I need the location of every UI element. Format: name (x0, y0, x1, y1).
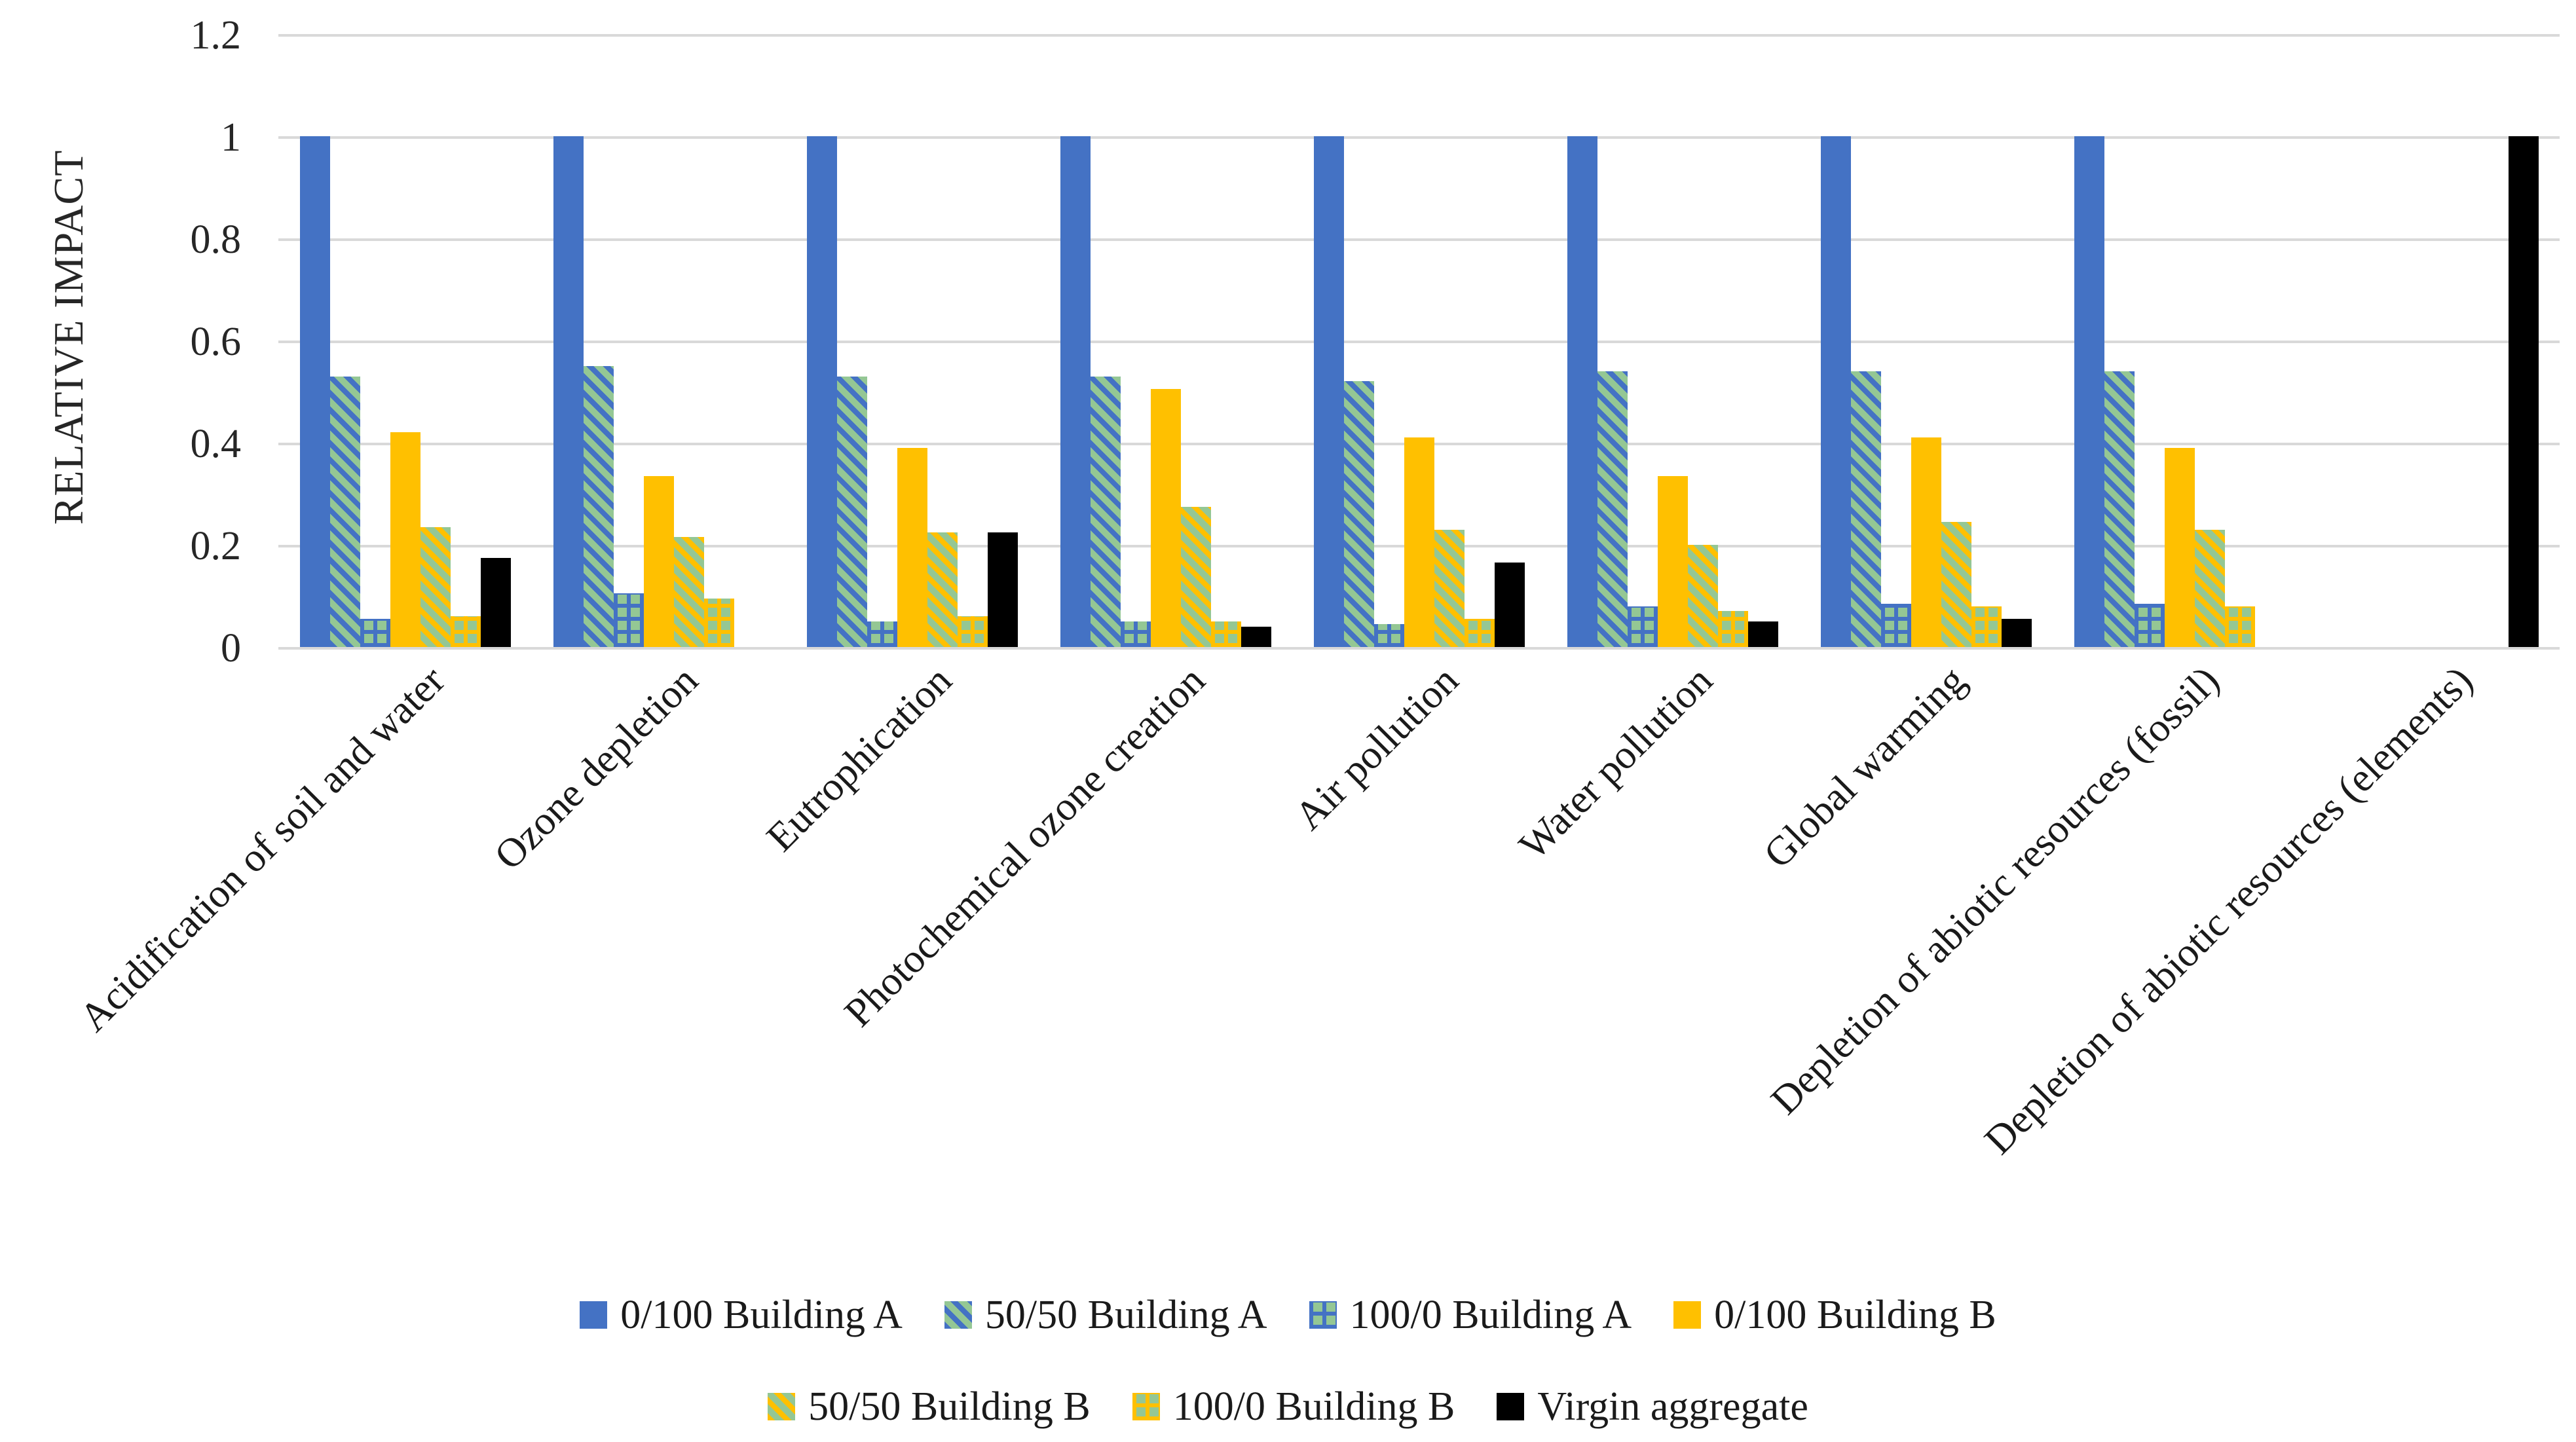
legend-label: 100/0 Building B (1172, 1384, 1455, 1429)
gridline (278, 341, 2560, 343)
legend-item: 100/0 Building B (1132, 1383, 1455, 1430)
bar-series-6-category-5 (1464, 619, 1495, 647)
legend-item: 100/0 Building A (1309, 1291, 1632, 1339)
legend-item: 0/100 Building A (580, 1291, 903, 1339)
legend-swatch-icon (768, 1393, 796, 1420)
y-tick-label: 0.6 (190, 320, 242, 364)
bar-series-5-category-5 (1434, 529, 1465, 647)
gridline (278, 238, 2560, 241)
y-tick-label: 0 (221, 626, 241, 671)
bar-series-4-category-8 (2164, 447, 2195, 647)
bar-series-3-category-3 (867, 621, 897, 647)
bar-series-7-category-3 (987, 532, 1018, 647)
y-tick-label: 0.2 (190, 524, 242, 568)
bar-series-5-category-3 (927, 532, 958, 647)
bar-series-5-category-6 (1687, 545, 1718, 647)
bar-series-4-category-3 (897, 447, 927, 647)
bar-series-3-category-4 (1120, 621, 1151, 647)
bar-series-2-category-2 (583, 366, 614, 647)
bar-series-1-category-1 (299, 136, 330, 647)
bar-series-6-category-7 (1971, 606, 2002, 647)
gridline (278, 647, 2560, 650)
bar-series-6-category-6 (1717, 611, 1748, 647)
bar-series-3-category-7 (1880, 603, 1911, 647)
bar-series-2-category-8 (2104, 371, 2135, 647)
bar-series-5-category-4 (1180, 506, 1211, 647)
bar-series-7-category-5 (1494, 563, 1525, 647)
legend-label: 100/0 Building A (1349, 1293, 1632, 1337)
bar-series-4-category-2 (643, 475, 674, 647)
category-label: Ozone depletion (486, 657, 707, 879)
bar-series-3-category-5 (1373, 623, 1404, 647)
bar-series-3-category-6 (1627, 606, 1658, 647)
bar-series-1-category-8 (2074, 136, 2104, 647)
category-label: Acidification of soil and water (71, 657, 454, 1041)
bar-series-5-category-1 (420, 527, 451, 647)
legend-item: 50/50 Building A (944, 1291, 1267, 1339)
bar-series-6-category-4 (1210, 621, 1241, 647)
bar-series-3-category-1 (360, 619, 390, 647)
legend-swatch-icon (1132, 1393, 1160, 1420)
legend-label: 50/50 Building A (984, 1293, 1267, 1337)
bar-series-7-category-9 (2508, 136, 2539, 647)
category-label: Global warming (1755, 657, 1975, 877)
legend-row-1: 0/100 Building A 50/50 Building A 100/0 Bu… (0, 1291, 2576, 1339)
legend-swatch-icon (1673, 1301, 1702, 1329)
bar-series-2-category-1 (329, 376, 360, 647)
gridline (278, 34, 2560, 37)
gridline (278, 136, 2560, 139)
bar-series-4-category-7 (1911, 437, 1941, 647)
bar-series-4-category-4 (1150, 389, 1181, 647)
bar-series-2-category-4 (1090, 376, 1121, 647)
bar-series-1-category-4 (1060, 136, 1091, 647)
legend-label: 0/100 Building A (620, 1293, 903, 1337)
y-tick-label: 1.2 (190, 13, 242, 58)
bar-series-5-category-7 (1941, 521, 1971, 647)
category-label: Depletion of abiotic resources (elements… (1976, 657, 2482, 1163)
bar-series-1-category-3 (806, 136, 837, 647)
bar-series-4-category-5 (1404, 437, 1434, 647)
bar-series-2-category-3 (836, 376, 867, 647)
y-tick-label: 1 (221, 115, 241, 160)
bar-series-1-category-5 (1313, 136, 1344, 647)
bar-series-7-category-6 (1747, 621, 1778, 647)
category-label: Eutrophication (758, 657, 961, 860)
bar-series-1-category-2 (553, 136, 584, 647)
bar-series-1-category-7 (1820, 136, 1851, 647)
bar-series-5-category-2 (673, 537, 704, 647)
bar-series-3-category-2 (613, 593, 644, 647)
bar-series-2-category-6 (1597, 371, 1628, 647)
bar-series-7-category-7 (2001, 619, 2032, 647)
y-tick-label: 0.8 (190, 217, 242, 262)
legend-row-2: 50/50 Building B 100/0 Building B Virgin a… (0, 1383, 2576, 1430)
bar-series-7-category-4 (1241, 626, 1271, 647)
bar-series-6-category-3 (957, 616, 988, 647)
bar-series-3-category-8 (2134, 603, 2165, 647)
legend-swatch-icon (1309, 1301, 1337, 1329)
category-label: Water pollution (1510, 657, 1721, 868)
legend-item: 50/50 Building B (768, 1383, 1091, 1430)
bar-series-4-category-6 (1657, 475, 1688, 647)
category-label: Air pollution (1286, 657, 1468, 839)
y-tick-label: 0.4 (190, 422, 242, 466)
bar-series-5-category-8 (2194, 529, 2225, 647)
legend-label: 0/100 Building B (1714, 1293, 1996, 1337)
legend-swatch-icon (944, 1301, 972, 1329)
bar-series-6-category-1 (450, 616, 481, 647)
bar-series-1-category-6 (1567, 136, 1597, 647)
bar-series-4-category-1 (390, 432, 420, 647)
legend-label: Virgin aggregate (1537, 1384, 1808, 1429)
legend-swatch-icon (1497, 1393, 1525, 1420)
legend-item: Virgin aggregate (1497, 1383, 1808, 1430)
category-label: Depletion of abiotic resources (fossil) (1762, 657, 2228, 1124)
bar-series-6-category-8 (2224, 606, 2255, 647)
bar-series-2-category-7 (1850, 371, 1881, 647)
legend-label: 50/50 Building B (808, 1384, 1091, 1429)
bar-series-2-category-5 (1343, 381, 1374, 647)
legend-item: 0/100 Building B (1673, 1291, 1996, 1339)
bar-series-7-category-1 (480, 557, 511, 647)
legend-swatch-icon (580, 1301, 608, 1329)
bar-series-6-category-2 (703, 598, 734, 647)
